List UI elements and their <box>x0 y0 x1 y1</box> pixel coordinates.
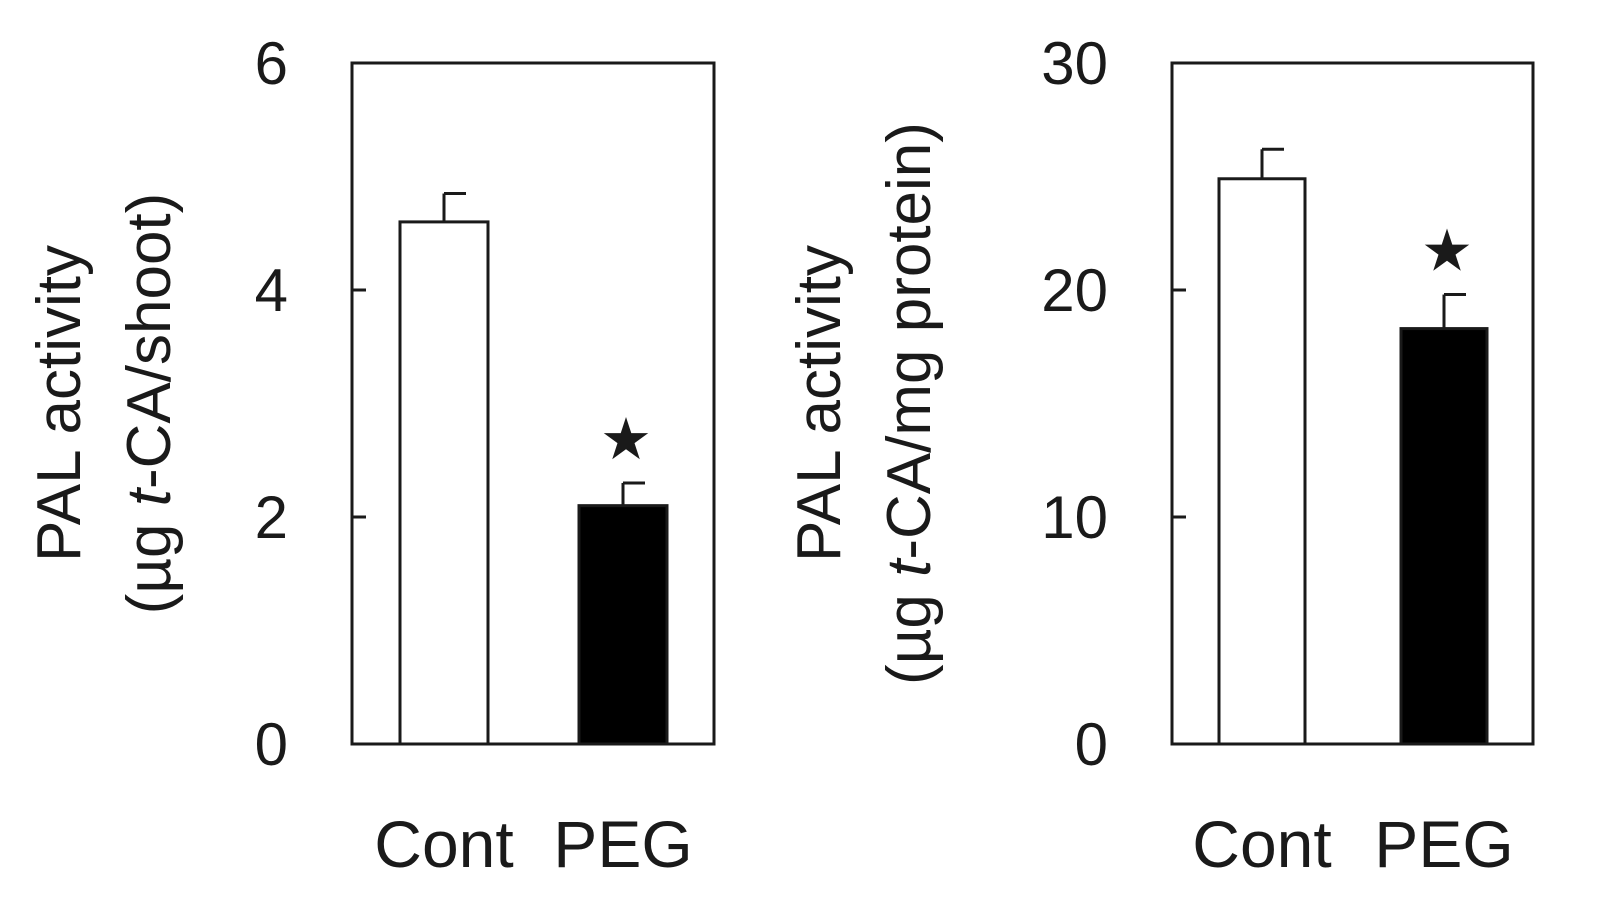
y-axis-unit-label: (µg t-CA/mg protein) <box>875 122 944 685</box>
bar <box>1217 177 1307 746</box>
y-axis-label: PAL activity <box>785 245 854 562</box>
significance-marker: ★ <box>1421 219 1473 284</box>
chart-panel-2: 0 10 20 30 Cont PEG ★ PAL activity (µg t-CA/mg p… <box>785 30 1535 881</box>
y-tick-label: 10 <box>1041 484 1108 551</box>
chart-panel-1: 0 2 4 6 Cont PEG ★ PAL activity (µg t-CA/shoot) <box>25 30 716 881</box>
y-tick-label: 4 <box>255 257 288 324</box>
y-axis-unit-label: (µg t-CA/shoot) <box>115 193 184 615</box>
category-label: PEG <box>553 807 692 881</box>
bar <box>1399 327 1489 746</box>
category-label: PEG <box>1374 807 1513 881</box>
significance-marker: ★ <box>600 407 652 472</box>
y-axis-label: PAL activity <box>25 245 94 562</box>
y-tick-label: 6 <box>255 30 288 97</box>
y-tick-label: 0 <box>1075 711 1108 778</box>
plot-frame <box>350 61 716 746</box>
y-tick-label: 0 <box>255 711 288 778</box>
category-label: Cont <box>1192 807 1331 881</box>
y-tick-label: 20 <box>1041 257 1108 324</box>
bar <box>577 504 669 746</box>
y-tick-label: 30 <box>1041 30 1108 97</box>
category-label: Cont <box>374 807 513 881</box>
bar <box>398 220 490 746</box>
plot-frame <box>1170 61 1535 746</box>
y-tick-label: 2 <box>255 484 288 551</box>
